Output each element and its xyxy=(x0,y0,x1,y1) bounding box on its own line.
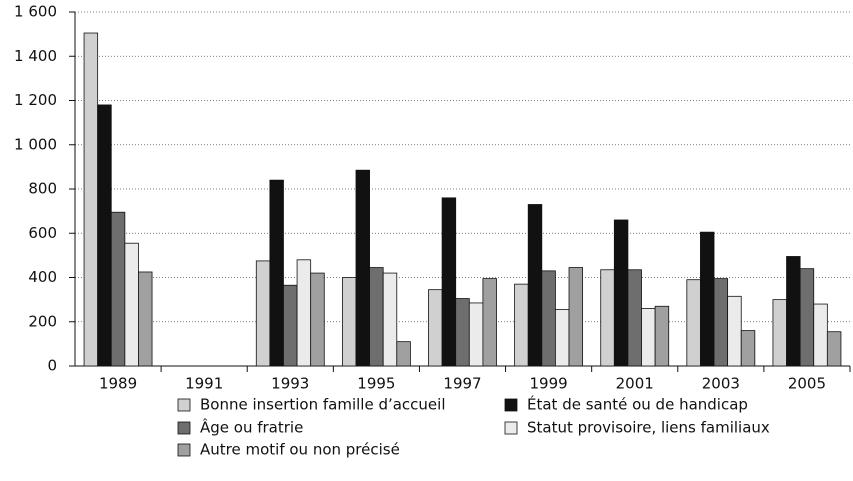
bar xyxy=(369,267,384,367)
x-tick-label: 1991 xyxy=(185,375,223,393)
bar xyxy=(83,32,99,367)
bar xyxy=(799,268,815,367)
legend-swatch xyxy=(504,421,518,435)
bar xyxy=(686,279,701,367)
bar xyxy=(283,284,298,367)
x-tick-label: 2001 xyxy=(616,375,654,393)
bar xyxy=(468,302,484,367)
bar xyxy=(138,271,153,367)
y-tick-label: 1 600 xyxy=(14,3,57,21)
bar xyxy=(813,303,828,367)
y-tick-label: 600 xyxy=(28,224,57,242)
bar xyxy=(600,269,615,367)
bar xyxy=(826,331,842,367)
y-tick-label: 800 xyxy=(28,180,57,198)
legend-swatch xyxy=(177,421,191,435)
y-tick-label: 1 200 xyxy=(14,91,57,109)
bar xyxy=(455,298,470,367)
bar xyxy=(355,169,370,367)
bar xyxy=(428,289,443,367)
bar xyxy=(296,259,312,367)
y-tick-label: 1 000 xyxy=(14,135,57,153)
x-tick-label: 2005 xyxy=(788,375,826,393)
bar xyxy=(641,308,656,367)
bar xyxy=(772,299,787,367)
bar xyxy=(124,242,139,367)
legend-label: Statut provisoire, liens familiaux xyxy=(527,419,770,437)
bar xyxy=(514,283,529,367)
x-tick-label: 2003 xyxy=(702,375,740,393)
y-tick-label: 200 xyxy=(28,312,57,330)
bar xyxy=(713,278,729,367)
x-tick-label: 1989 xyxy=(99,375,137,393)
bar xyxy=(341,277,357,367)
bar xyxy=(269,179,284,367)
x-tick-label: 1999 xyxy=(530,375,568,393)
x-tick-label: 1995 xyxy=(357,375,395,393)
legend-swatch xyxy=(177,443,191,457)
bar xyxy=(382,272,398,367)
bar xyxy=(527,204,543,367)
x-tick-label: 1997 xyxy=(443,375,481,393)
legend-label: Âge ou fratrie xyxy=(200,418,303,437)
bar xyxy=(700,231,715,367)
bar xyxy=(613,219,629,367)
bar xyxy=(740,330,756,367)
bar xyxy=(97,104,112,367)
bar xyxy=(627,269,642,367)
legend-swatch xyxy=(177,398,191,412)
legend-label: État de santé ou de handicap xyxy=(527,395,748,414)
bar xyxy=(568,267,584,367)
bar xyxy=(255,260,271,367)
bar xyxy=(541,270,556,367)
bar xyxy=(786,256,801,367)
bar xyxy=(727,295,742,367)
legend-label: Bonne insertion famille d’accueil xyxy=(200,396,446,414)
y-tick-label: 1 400 xyxy=(14,47,57,65)
legend-label: Autre motif ou non précisé xyxy=(200,441,400,459)
legend-swatch xyxy=(504,398,518,412)
bar xyxy=(396,341,411,367)
bar xyxy=(310,272,325,367)
x-tick-label: 1993 xyxy=(271,375,309,393)
bar xyxy=(654,305,670,367)
bar xyxy=(110,211,126,367)
bar xyxy=(555,309,570,367)
bar xyxy=(441,197,457,367)
y-tick-label: 0 xyxy=(47,357,57,375)
y-tick-label: 400 xyxy=(28,268,57,286)
bar xyxy=(482,278,497,367)
